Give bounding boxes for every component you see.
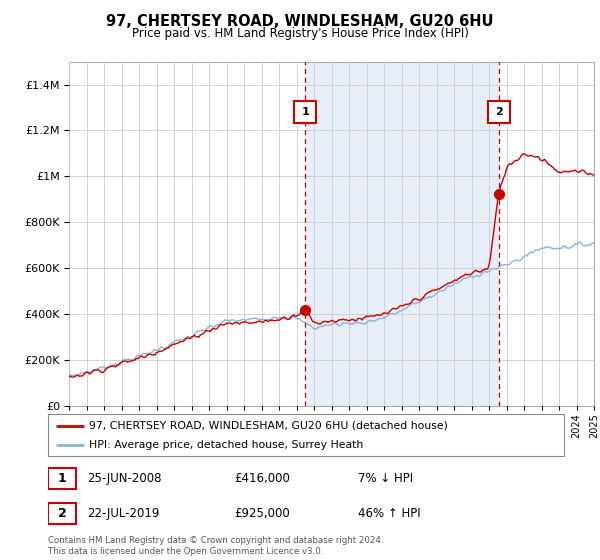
Text: 1: 1 bbox=[301, 107, 309, 117]
Text: 1: 1 bbox=[58, 472, 67, 486]
Text: 46% ↑ HPI: 46% ↑ HPI bbox=[358, 507, 420, 520]
Text: 22-JUL-2019: 22-JUL-2019 bbox=[86, 507, 159, 520]
Text: £925,000: £925,000 bbox=[234, 507, 290, 520]
Text: HPI: Average price, detached house, Surrey Heath: HPI: Average price, detached house, Surr… bbox=[89, 440, 364, 450]
Text: £416,000: £416,000 bbox=[234, 472, 290, 486]
Bar bbox=[305, 62, 499, 406]
Text: Contains HM Land Registry data © Crown copyright and database right 2024.
This d: Contains HM Land Registry data © Crown c… bbox=[48, 536, 383, 556]
Text: Price paid vs. HM Land Registry's House Price Index (HPI): Price paid vs. HM Land Registry's House … bbox=[131, 27, 469, 40]
Text: 97, CHERTSEY ROAD, WINDLESHAM, GU20 6HU (detached house): 97, CHERTSEY ROAD, WINDLESHAM, GU20 6HU … bbox=[89, 421, 448, 431]
Text: 2: 2 bbox=[58, 507, 67, 520]
FancyBboxPatch shape bbox=[48, 468, 76, 489]
FancyBboxPatch shape bbox=[48, 414, 564, 456]
Text: 25-JUN-2008: 25-JUN-2008 bbox=[86, 472, 161, 486]
FancyBboxPatch shape bbox=[48, 503, 76, 524]
Text: 97, CHERTSEY ROAD, WINDLESHAM, GU20 6HU: 97, CHERTSEY ROAD, WINDLESHAM, GU20 6HU bbox=[106, 14, 494, 29]
Text: 7% ↓ HPI: 7% ↓ HPI bbox=[358, 472, 413, 486]
Text: 2: 2 bbox=[495, 107, 503, 117]
